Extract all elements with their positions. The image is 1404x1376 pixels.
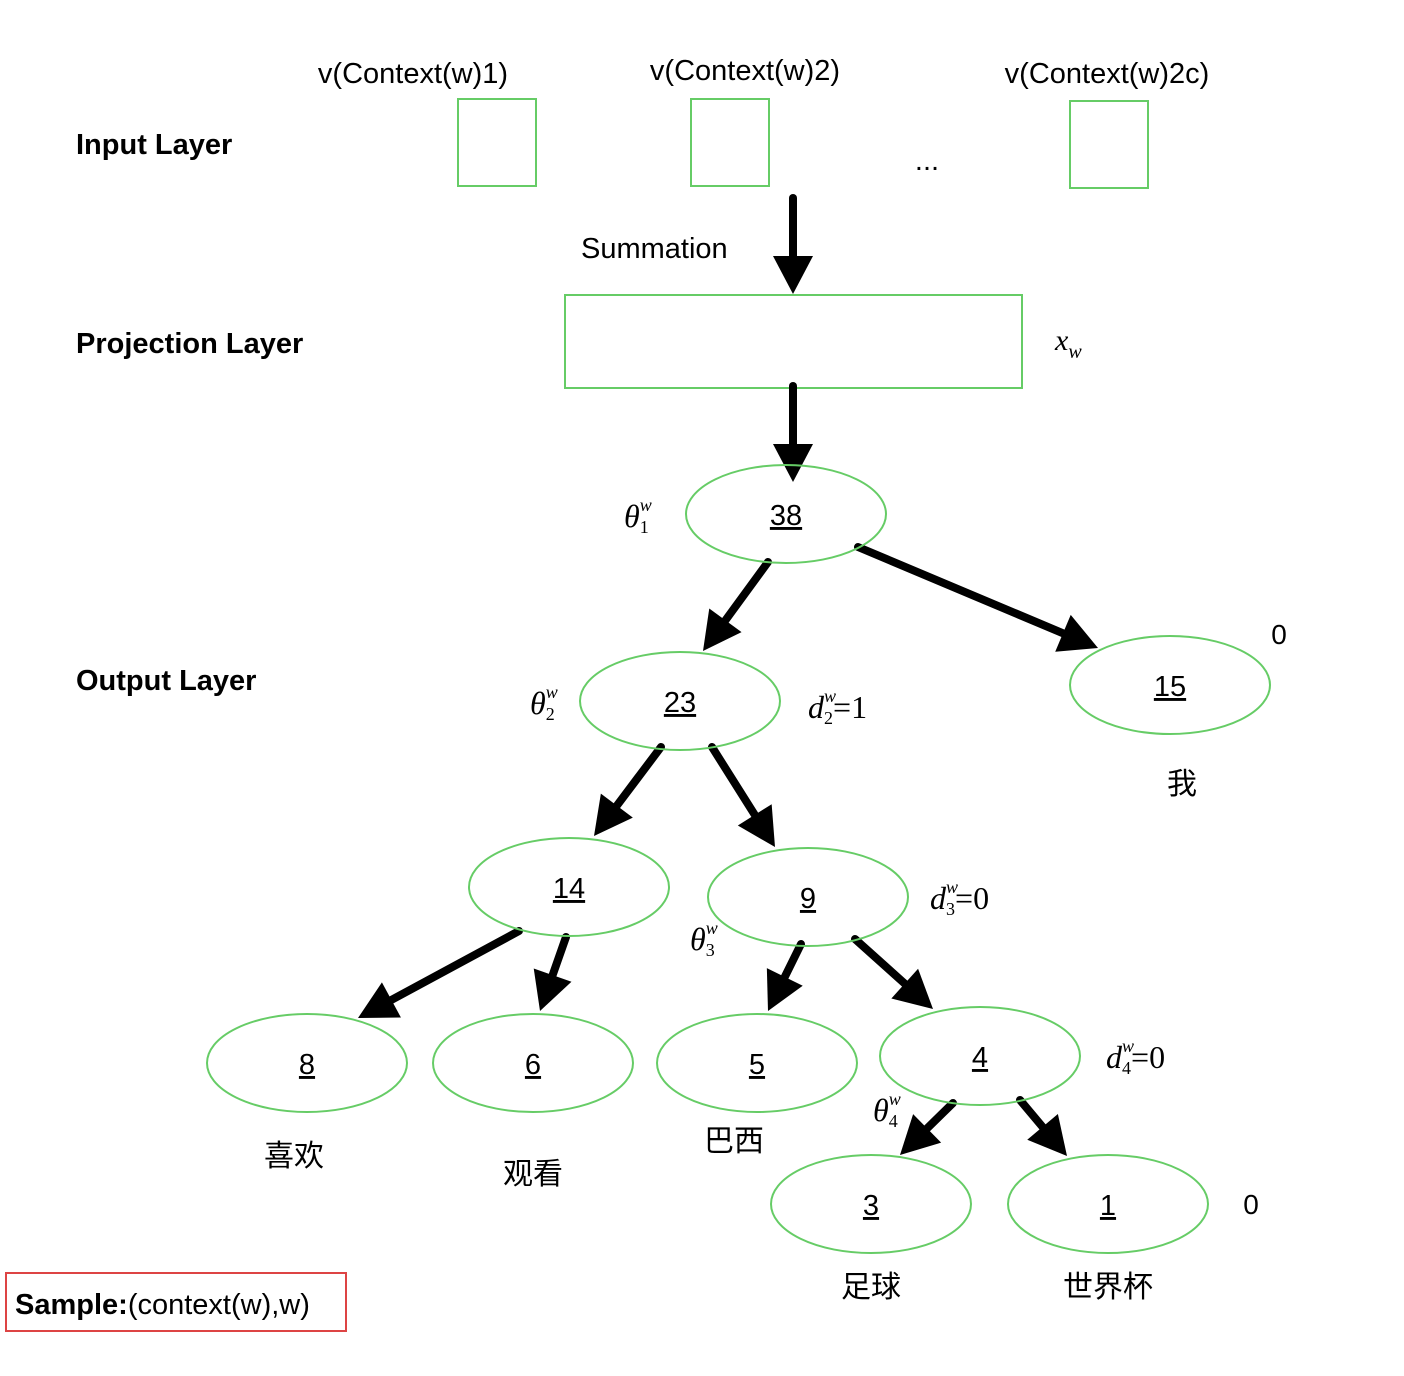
arrow-23-to-14 — [594, 743, 665, 836]
arrow-4-to-1-shaft — [1016, 1096, 1048, 1133]
arrow-4-to-3-shaft — [921, 1099, 957, 1134]
output-layer-label: Output Layer — [76, 665, 256, 697]
tree-node-6: 6 — [432, 1013, 634, 1113]
arrow-root-to-15-shaft — [854, 543, 1069, 639]
arrow-4-to-3-head — [900, 1114, 942, 1155]
leaf-word-5: 巴西 — [704, 1125, 764, 1158]
leaf-word-1: 世界杯 — [1063, 1271, 1153, 1304]
context-vector-box-1 — [457, 98, 537, 187]
node-value: 3 — [863, 1190, 879, 1222]
sample-text: Sample:(context(w),w) — [15, 1289, 310, 1321]
arrow-4-to-1 — [1016, 1096, 1067, 1156]
context-label-2: v(Context(w)2) — [650, 55, 840, 87]
projection-layer-label: Projection Layer — [76, 328, 303, 360]
sample-box — [5, 1272, 347, 1332]
node-value: 9 — [800, 883, 816, 915]
context-vector-box-2c — [1069, 100, 1149, 189]
arrow-projection-to-root — [773, 382, 813, 482]
code-bit-1: 0 — [1243, 1189, 1259, 1220]
arrow-14-to-6-shaft — [547, 933, 570, 982]
tree-node-14: 14 — [468, 837, 670, 937]
arrow-14-to-6-head — [533, 968, 572, 1011]
theta-3-label: θw 3 — [690, 918, 718, 960]
tree-node-3: 3 — [770, 1154, 972, 1254]
arrow-summation — [773, 194, 813, 294]
leaf-word-15: 我 — [1167, 768, 1197, 801]
theta-2-label: θw 2 — [530, 682, 558, 724]
input-layer-label: Input Layer — [76, 129, 232, 161]
tree-node-8: 8 — [206, 1013, 408, 1113]
tree-node-1: 1 — [1007, 1154, 1209, 1254]
arrow-9-to-4 — [851, 935, 933, 1009]
tree-node-4: 4 — [879, 1006, 1081, 1106]
node-value: 1 — [1100, 1190, 1116, 1222]
arrow-9-to-5-head — [766, 968, 803, 1011]
arrow-23-to-9-head — [737, 804, 775, 847]
tree-node-9: 9 — [707, 847, 909, 947]
arrow-14-to-8-head — [358, 982, 401, 1018]
arrow-9-to-4-shaft — [851, 935, 911, 989]
arrow-root-to-15 — [854, 543, 1098, 652]
arrow-4-to-3 — [900, 1099, 957, 1155]
node-value: 14 — [553, 873, 585, 905]
node-value: 8 — [299, 1049, 315, 1081]
projection-symbol: xw — [1054, 324, 1082, 363]
code-bit-15: 0 — [1271, 619, 1287, 650]
context-label-2c: v(Context(w)2c) — [1005, 58, 1210, 90]
node-value: 23 — [664, 687, 696, 719]
tree-node-23: 23 — [579, 651, 781, 751]
node-value: 38 — [770, 500, 802, 532]
arrow-root-to-23-head — [703, 608, 742, 651]
arrow-23-to-9 — [708, 743, 775, 847]
arrow-9-to-5-shaft — [779, 940, 805, 983]
arrow-23-to-14-shaft — [611, 743, 665, 812]
leaf-word-6: 观看 — [503, 1158, 563, 1191]
arrow-summation-head — [773, 256, 813, 294]
arrow-layer — [358, 194, 1098, 1156]
arrow-14-to-8-shaft — [385, 927, 523, 1005]
node-value: 6 — [525, 1049, 541, 1081]
arrow-projection-to-root-head — [773, 444, 813, 482]
theta-4-label: θw 4 — [873, 1089, 901, 1131]
arrow-9-to-5 — [766, 940, 805, 1011]
node-value: 4 — [972, 1042, 988, 1074]
leaf-word-8: 喜欢 — [264, 1140, 324, 1173]
context-vector-box-2 — [690, 98, 770, 187]
arrow-9-to-4-head — [891, 968, 933, 1009]
tree-node-15: 15 — [1069, 635, 1271, 735]
leaf-word-3: 足球 — [841, 1271, 901, 1304]
tree-node-5: 5 — [656, 1013, 858, 1113]
arrow-23-to-14-head — [594, 793, 633, 836]
projection-box — [564, 294, 1023, 389]
code-d4-label: dw 4=0 — [1106, 1036, 1165, 1078]
code-d3-label: dw 3=0 — [930, 877, 989, 919]
arrow-14-to-6 — [533, 933, 572, 1011]
arrow-4-to-1-head — [1027, 1114, 1067, 1156]
context-ellipsis: ... — [915, 145, 939, 177]
theta-1-label: θw 1 — [624, 495, 652, 537]
node-value: 15 — [1154, 671, 1186, 703]
node-value: 5 — [749, 1049, 765, 1081]
tree-node-root: 38 — [685, 464, 887, 564]
context-label-1: v(Context(w)1) — [318, 58, 508, 90]
code-d2-label: dw 2=1 — [808, 686, 867, 728]
arrow-root-to-23 — [703, 558, 772, 651]
arrow-14-to-8 — [358, 927, 523, 1018]
arrow-root-to-23-shaft — [720, 558, 772, 626]
arrow-root-to-15-head — [1055, 614, 1098, 652]
arrow-23-to-9-shaft — [708, 743, 760, 821]
summation-label: Summation — [581, 233, 728, 265]
